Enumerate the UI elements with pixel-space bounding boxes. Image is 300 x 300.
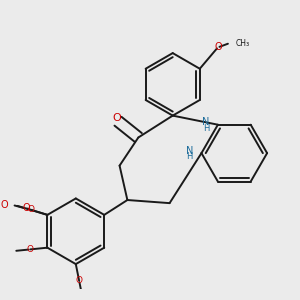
Text: H: H <box>203 124 209 133</box>
Text: O: O <box>0 200 8 210</box>
Text: O: O <box>27 206 34 214</box>
Text: O: O <box>112 113 121 123</box>
Text: O: O <box>27 245 34 254</box>
Text: N: N <box>186 146 193 156</box>
Text: O: O <box>215 42 222 52</box>
Text: H: H <box>186 152 193 161</box>
Text: N: N <box>202 117 210 127</box>
Text: O: O <box>76 277 83 286</box>
Text: O: O <box>22 203 30 213</box>
Text: CH₃: CH₃ <box>236 39 250 48</box>
